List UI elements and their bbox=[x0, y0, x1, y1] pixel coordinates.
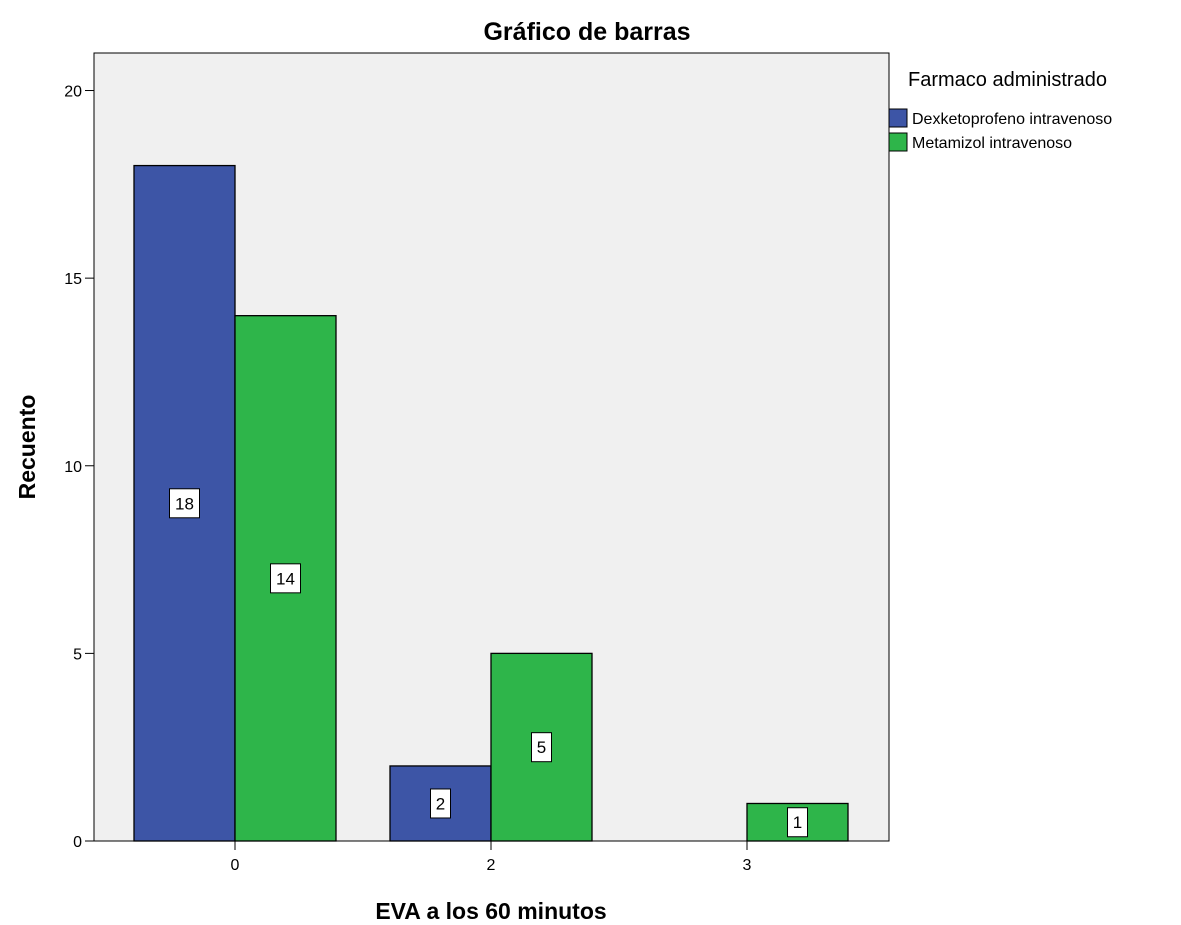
y-tick-label: 10 bbox=[64, 459, 82, 476]
x-axis-title: EVA a los 60 minutos bbox=[375, 898, 606, 924]
legend: Farmaco administrado Dexketoprofeno intr… bbox=[888, 69, 1112, 152]
y-axis: 0 5 10 15 20 bbox=[64, 84, 94, 851]
y-tick-label: 5 bbox=[73, 646, 82, 663]
y-tick-label: 15 bbox=[64, 271, 82, 288]
y-tick-label: 0 bbox=[73, 834, 82, 851]
legend-title: Farmaco administrado bbox=[908, 69, 1107, 91]
x-tick-label: 0 bbox=[231, 857, 240, 874]
data-label-box bbox=[531, 732, 552, 763]
data-label: 18 bbox=[175, 494, 194, 513]
y-axis-title: Recuento bbox=[14, 395, 40, 500]
data-label-box bbox=[270, 563, 301, 594]
legend-label: Dexketoprofeno intravenoso bbox=[912, 111, 1112, 128]
x-axis: 0 2 3 bbox=[231, 841, 752, 874]
data-label: 1 bbox=[793, 813, 802, 832]
legend-swatch bbox=[888, 132, 908, 152]
data-label-box bbox=[430, 788, 451, 819]
data-label: 14 bbox=[276, 569, 295, 588]
chart-title: Gráfico de barras bbox=[483, 18, 690, 46]
data-label-box bbox=[787, 807, 808, 838]
data-label: 2 bbox=[436, 794, 445, 813]
x-tick-label: 3 bbox=[743, 857, 752, 874]
y-tick-label: 20 bbox=[64, 84, 82, 101]
legend-label: Metamizol intravenoso bbox=[912, 135, 1072, 152]
data-label: 5 bbox=[537, 738, 546, 757]
data-labels: 18 2 14 5 1 bbox=[169, 488, 808, 838]
x-tick-label: 2 bbox=[487, 857, 496, 874]
legend-swatch bbox=[888, 108, 908, 128]
data-label-box bbox=[169, 488, 200, 519]
